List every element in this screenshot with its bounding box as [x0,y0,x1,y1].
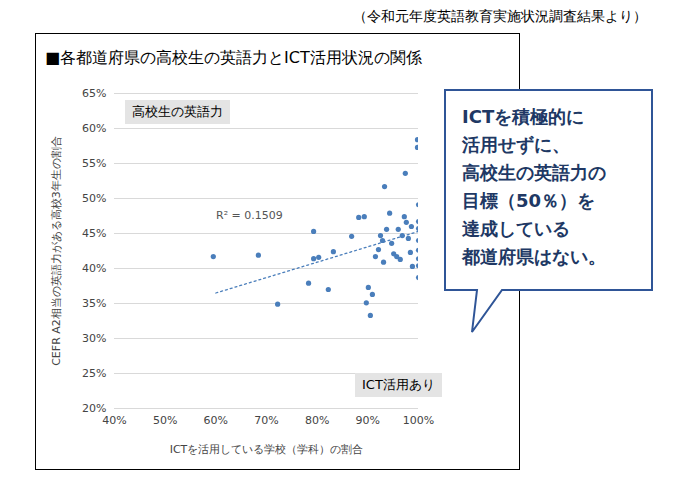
html-text:R² = 0.1509: R² = 0.1509 [216,209,283,222]
svg-text:70%: 70% [254,414,278,427]
svg-text:ICTを積極的に: ICTを積極的に [462,106,584,127]
svg-text:60%: 60% [204,414,228,427]
svg-text:高校生の英語力の: 高校生の英語力の [462,162,606,183]
svg-text:20%: 20% [82,402,106,415]
svg-text:45%: 45% [82,227,106,240]
svg-text:65%: 65% [82,87,106,100]
html-text:■各都道府県の高校生の英語力とICT活用状況の関係: ■各都道府県の高校生の英語力とICT活用状況の関係 [45,48,422,67]
svg-text:都道府県はない。: 都道府県はない。 [461,246,606,267]
html-text:（令和元年度英語教育実施状況調査結果より）: （令和元年度英語教育実施状況調査結果より） [353,8,647,24]
svg-text:40%: 40% [102,414,126,427]
svg-text:達成している: 達成している [462,218,570,239]
svg-text:60%: 60% [82,122,106,135]
svg-text:目標（50％）を: 目標（50％）を [462,190,595,211]
svg-text:90%: 90% [356,414,380,427]
svg-text:活用せずに、: 活用せずに、 [461,134,570,156]
svg-text:40%: 40% [82,262,106,275]
svg-text:55%: 55% [82,157,106,170]
html-text:高校生の英語力: 高校生の英語力 [132,104,223,119]
svg-text:50%: 50% [153,414,177,427]
svg-text:35%: 35% [82,297,106,310]
svg-text:25%: 25% [82,367,106,380]
svg-text:30%: 30% [82,332,106,345]
html-text:ICT活用あり: ICT活用あり [362,377,435,392]
svg-text:50%: 50% [82,192,106,205]
svg-text:100%: 100% [403,414,434,427]
svg-text:80%: 80% [305,414,329,427]
svg-text:ICTを活用している学校（学科）の割合: ICTを活用している学校（学科）の割合 [170,443,364,456]
svg-text:CEFR A2相当の英語力がある高校3年生の割合: CEFR A2相当の英語力がある高校3年生の割合 [50,136,63,366]
